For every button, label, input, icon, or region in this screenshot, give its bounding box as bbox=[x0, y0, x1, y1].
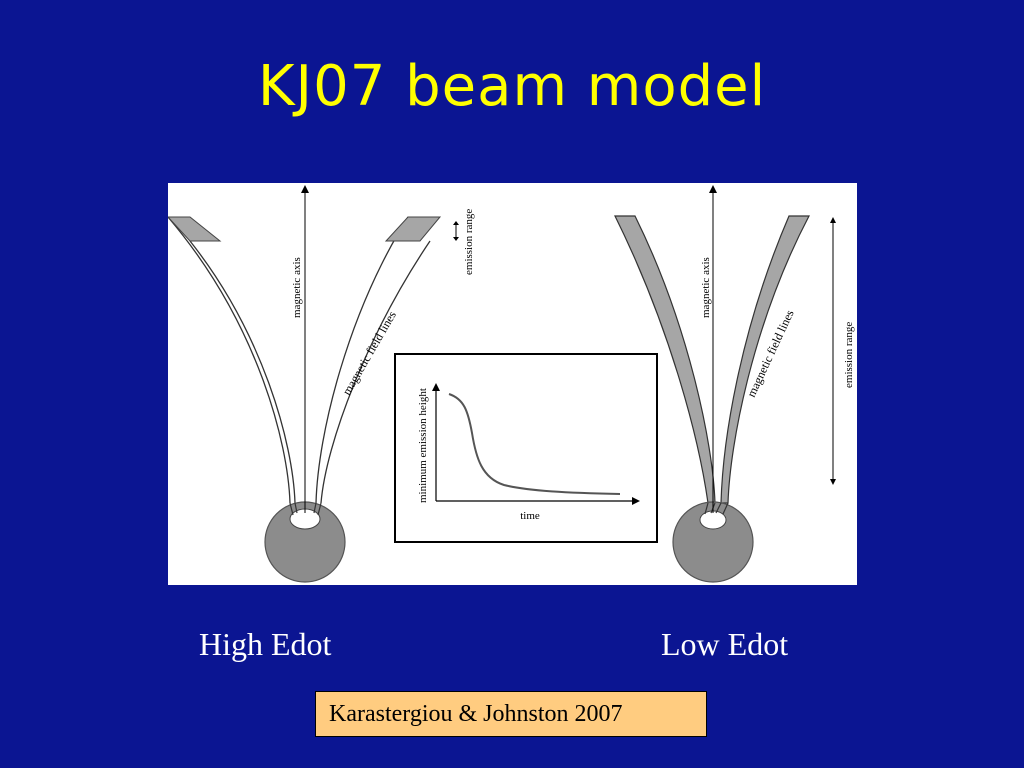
left-emission-cap-right bbox=[384, 216, 442, 242]
inset-ylabel: minimum emission height bbox=[417, 388, 429, 503]
left-inner-field-line-right bbox=[315, 216, 409, 504]
right-axis-label: magnetic axis bbox=[700, 257, 712, 318]
left-outer-field-line-right bbox=[320, 240, 431, 504]
slide-title: KJ07 beam model bbox=[257, 54, 767, 119]
right-polar-cap bbox=[699, 510, 727, 530]
citation-text: Karastergiou & Johnston 2007 bbox=[329, 701, 623, 727]
inset-plot: minimum emission height time bbox=[394, 353, 658, 543]
inset-xlabel: time bbox=[520, 510, 540, 522]
inset-emission-height-curve bbox=[448, 393, 621, 495]
left-axis-label: magnetic axis bbox=[291, 257, 303, 318]
citation-box: Karastergiou & Johnston 2007 bbox=[315, 691, 707, 737]
beam-model-figure: magnetic axis magnetic field lines emiss… bbox=[168, 183, 857, 585]
left-range-label: emission range bbox=[463, 209, 475, 275]
caption-low-edot: Low Edot bbox=[661, 626, 789, 662]
right-range-label: emission range bbox=[843, 322, 855, 388]
caption-high-edot: High Edot bbox=[199, 626, 332, 662]
left-outer-field-line-left bbox=[168, 216, 291, 504]
left-inner-field-line-left bbox=[189, 240, 296, 504]
